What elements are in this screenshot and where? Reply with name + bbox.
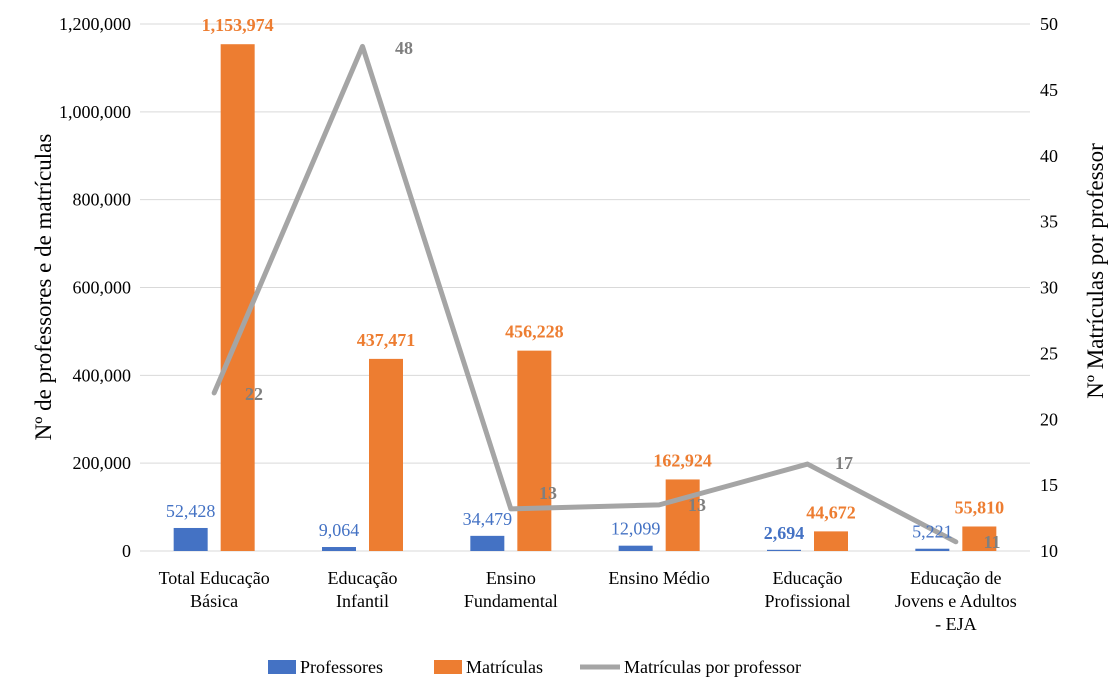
- category-label: Ensino Médio: [608, 568, 710, 588]
- category-label: Educação: [773, 568, 843, 588]
- category-label: Jovens e Adultos: [895, 591, 1017, 611]
- left-axis-ticks: 0 200,000 400,000 600,000 800,000 1,000,000 1,…: [59, 14, 131, 561]
- category-label: Educação de: [910, 568, 1001, 588]
- data-label-matriculas: 44,672: [806, 502, 856, 522]
- bar-matriculas: [814, 531, 848, 551]
- bar-matriculas: [517, 350, 552, 551]
- data-label-matriculas: 162,924: [653, 450, 712, 470]
- bar-matriculas: [220, 44, 255, 552]
- right-tick-label: 45: [1040, 80, 1058, 100]
- category-label: - EJA: [935, 614, 977, 634]
- category-label: Ensino: [486, 568, 536, 588]
- legend-label-ratio: Matrículas por professor: [624, 657, 801, 677]
- bar-matriculas: [962, 526, 997, 551]
- bar-matriculas: [369, 358, 403, 551]
- data-label-matriculas: 456,228: [505, 322, 564, 342]
- right-tick-label: 50: [1040, 14, 1058, 34]
- legend-label-professores: Professores: [300, 657, 383, 677]
- data-labels: 52,428 1,153,974 9,064 437,471 34,479 456,228…: [166, 15, 1004, 552]
- right-tick-label: 40: [1040, 146, 1058, 166]
- data-label-ratio: 17: [835, 453, 853, 473]
- left-axis-title: Nº de professores e de matrículas: [31, 134, 56, 441]
- left-tick-label: 400,000: [73, 365, 132, 385]
- category-labels: Total Educação Básica Educação Infantil Ensi…: [159, 568, 1017, 634]
- category-label: Profissional: [764, 591, 850, 611]
- gridlines: [140, 23, 1030, 552]
- category-label: Total Educação: [159, 568, 270, 588]
- left-tick-label: 1,000,000: [59, 102, 131, 122]
- bar-professores: [173, 527, 208, 551]
- right-tick-label: 30: [1040, 278, 1058, 298]
- data-label-professores: 9,064: [319, 520, 360, 540]
- data-label-matriculas: 1,153,974: [202, 15, 274, 35]
- data-label-ratio: 22: [245, 384, 263, 404]
- legend-label-matriculas: Matrículas: [466, 657, 543, 677]
- right-axis-ticks: 10 15 20 25 30 35 40 45 50: [1040, 14, 1058, 561]
- left-tick-label: 200,000: [73, 453, 132, 473]
- data-label-matriculas: 55,810: [955, 497, 1005, 517]
- legend-swatch-matriculas: [434, 660, 462, 674]
- legend-swatch-professores: [268, 660, 296, 674]
- left-tick-label: 0: [122, 541, 131, 561]
- bar-professores: [915, 548, 950, 551]
- bar-professores: [767, 549, 801, 551]
- right-tick-label: 20: [1040, 409, 1058, 429]
- data-label-ratio: 48: [395, 38, 413, 58]
- bar-professores: [618, 545, 653, 551]
- legend: Professores Matrículas Matrículas por prof…: [268, 657, 801, 677]
- line-series: [211, 43, 959, 545]
- right-tick-label: 10: [1040, 541, 1058, 561]
- data-label-professores: 52,428: [166, 501, 216, 521]
- category-label: Básica: [190, 591, 238, 611]
- data-label-ratio: 13: [539, 483, 557, 503]
- bar-matriculas: [665, 479, 700, 551]
- data-label-matriculas: 437,471: [357, 330, 416, 350]
- bar-marks: [173, 44, 997, 552]
- right-tick-label: 25: [1040, 343, 1058, 363]
- bar-professores: [470, 535, 505, 551]
- bar-professores: [322, 547, 356, 551]
- left-tick-label: 600,000: [73, 278, 132, 298]
- right-tick-label: 15: [1040, 475, 1058, 495]
- data-label-professores: 34,479: [463, 509, 513, 529]
- data-label-professores: 12,099: [611, 519, 661, 539]
- left-tick-label: 1,200,000: [59, 14, 131, 34]
- right-axis-title: Nº Matrículas por professor: [1083, 143, 1108, 399]
- category-label: Educação: [328, 568, 398, 588]
- data-label-professores: 2,694: [764, 523, 805, 543]
- left-tick-label: 800,000: [73, 190, 132, 210]
- data-label-ratio: 11: [983, 532, 1000, 552]
- category-label: Fundamental: [464, 591, 558, 611]
- line-matriculas-por-professor: [211, 43, 959, 545]
- data-label-ratio: 13: [688, 495, 706, 515]
- data-label-professores: 5,221: [912, 522, 953, 542]
- right-tick-label: 35: [1040, 212, 1058, 232]
- category-label: Infantil: [336, 591, 389, 611]
